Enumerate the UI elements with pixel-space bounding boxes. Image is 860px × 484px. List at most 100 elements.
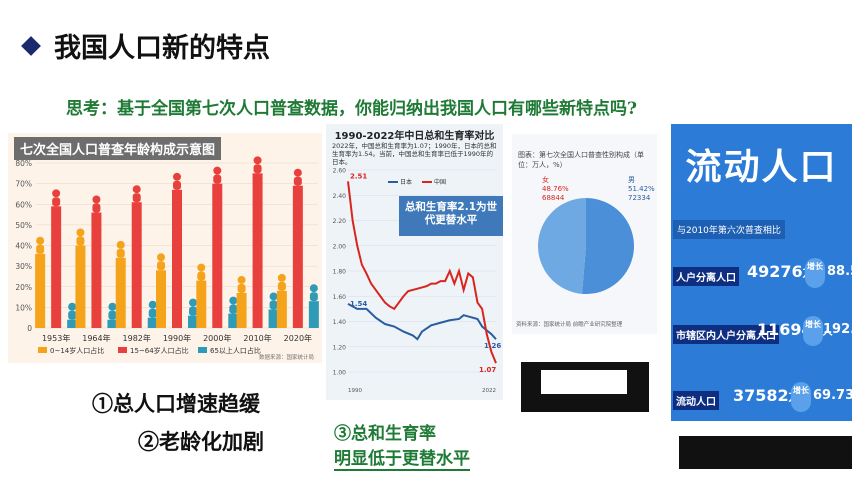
fertility-chart-header: 1990-2022年中日总和生育率对比: [334, 131, 495, 142]
person-body-icon: [108, 310, 117, 320]
bar: [236, 292, 247, 328]
person-head-icon: [277, 273, 286, 282]
growth-badge: 增长: [803, 316, 823, 346]
y-tick-label: 2.00: [333, 243, 347, 250]
person-head-icon: [293, 168, 302, 177]
diamond-bullet-icon: [21, 36, 41, 56]
person-body-icon: [213, 174, 222, 184]
bar: [292, 185, 303, 328]
float-num: 49276: [747, 262, 803, 281]
y-tick-label: 70%: [15, 180, 32, 189]
person-body-icon: [277, 281, 286, 291]
person-body-icon: [293, 176, 302, 186]
legend-label: 65以上人口占比: [210, 346, 261, 355]
x-tick-label: 1953年: [42, 333, 70, 343]
bar: [212, 183, 223, 328]
y-tick-label: 2.60: [333, 168, 347, 175]
person-head-icon: [76, 228, 85, 237]
fertility-chart: 2.60 2.40 2.20 2.00 1.80 1.60 1.40 1.20 1.00 日本 中国…: [326, 124, 503, 400]
redaction-inner: [541, 370, 627, 394]
female-pie-slice: [537, 198, 586, 294]
x-tick-label: 2010年: [243, 333, 271, 343]
male-value: 72334: [628, 194, 651, 202]
x-tick-label: 1990年: [163, 333, 191, 343]
legend-label-china: 中国: [434, 178, 446, 186]
y-tick-label: 20%: [15, 283, 32, 292]
float-row-pct: 192.66%: [823, 322, 860, 337]
bar: [156, 270, 166, 328]
bar: [67, 319, 78, 328]
redaction-block-2: [679, 436, 852, 469]
person-head-icon: [108, 302, 117, 311]
legend-label: 15~64岁人口占比: [130, 346, 189, 355]
y-tick-label: 0: [27, 324, 32, 333]
person-body-icon: [173, 180, 181, 190]
floating-population-panel: 流动人口 与2010年第六次普查相比 人户分离人口 49276万人 增长 88.…: [671, 124, 860, 421]
person-body-icon: [116, 248, 125, 258]
male-label: 男: [628, 176, 635, 184]
male-label-group: 男 51.42% 72334: [628, 176, 655, 203]
person-head-icon: [229, 296, 238, 305]
person-body-icon: [237, 283, 246, 293]
y-tick-label: 1.20: [333, 344, 347, 351]
person-head-icon: [36, 236, 45, 245]
bar: [131, 202, 142, 328]
person-body-icon: [132, 193, 141, 203]
sex-pie-svg: [537, 198, 634, 294]
bar: [276, 290, 287, 328]
fertility-note: 2022年，中国总和生育率为1.07；1990年，日本的总和生育率为1.54。当…: [332, 142, 497, 166]
floating-title: 流动人口: [685, 147, 838, 188]
fertility-chart-svg: 2.60 2.40 2.20 2.00 1.80 1.60 1.40 1.20 1.00 日本 中国…: [333, 168, 502, 395]
bar: [188, 315, 198, 328]
y-tick-label: 1.80: [333, 269, 347, 276]
float-row-label: 流动人口: [673, 391, 719, 410]
y-tick-label: 60%: [15, 200, 32, 209]
y-tick-label: 1.60: [333, 294, 347, 301]
x-start-label: 1990: [348, 388, 362, 394]
float-row: 人户分离人口 49276万人 增长 88.52%: [673, 258, 860, 292]
question-text: 思考：基于全国第七次人口普查数据，你能归纳出我国人口有哪些新特点吗?: [66, 99, 637, 119]
y-tick-label: 50%: [15, 221, 32, 230]
y-tick-label: 1.00: [333, 370, 347, 377]
male-pie-slice: [582, 198, 634, 294]
float-row: 流动人口 37582万人 增长 69.73%: [673, 382, 860, 416]
bar: [115, 257, 126, 328]
person-head-icon: [148, 300, 157, 309]
x-tick-label: 2000年: [203, 333, 231, 343]
point-2: ②老龄化加剧: [138, 429, 264, 454]
legend-swatch: [38, 347, 47, 353]
age-structure-chart: 80% 70% 60% 50% 40% 30% 20% 10% 0 1953年 1964年 1982年…: [8, 133, 322, 363]
person-head-icon: [309, 284, 318, 293]
female-label: 女: [542, 176, 549, 184]
legend-swatch: [118, 347, 127, 353]
y-tick-label: 30%: [15, 262, 32, 271]
person-body-icon: [157, 261, 165, 271]
bar: [196, 280, 207, 328]
person-body-icon: [189, 306, 197, 316]
y-tick-label: 2.20: [333, 218, 347, 225]
bar: [91, 212, 102, 328]
redaction-block: [521, 362, 649, 412]
sex-chart-header: 图表：第七次全国人口普查性别构成（单位：万人，%）: [518, 151, 644, 169]
age-chart-svg: 80% 70% 60% 50% 40% 30% 20% 10% 0 1953年 1964年 1982年…: [15, 156, 319, 361]
legend-label-japan: 日本: [400, 178, 412, 186]
slide-title: 我国人口新的特点: [21, 26, 270, 65]
female-label-group: 女 48.76% 68844: [542, 176, 569, 203]
x-tick-label: 1964年: [82, 333, 110, 343]
person-head-icon: [189, 298, 197, 307]
growth-badge: 增长: [805, 258, 825, 288]
point-1: ①总人口增速趋缓: [92, 391, 260, 416]
bar: [172, 189, 182, 328]
person-body-icon: [269, 300, 278, 310]
china-start-label: 2.51: [350, 172, 367, 180]
point-3-line-2: 明显低于更替水平: [334, 444, 470, 471]
japan-series-line: [347, 302, 497, 341]
person-body-icon: [197, 271, 206, 281]
y-tick-label: 2.40: [333, 193, 347, 200]
person-head-icon: [52, 189, 61, 198]
x-tick-label: 2020年: [284, 333, 312, 343]
growth-badge: 增长: [791, 382, 811, 412]
person-head-icon: [173, 172, 181, 181]
person-body-icon: [76, 236, 85, 246]
float-row-label: 人户分离人口: [673, 267, 739, 286]
